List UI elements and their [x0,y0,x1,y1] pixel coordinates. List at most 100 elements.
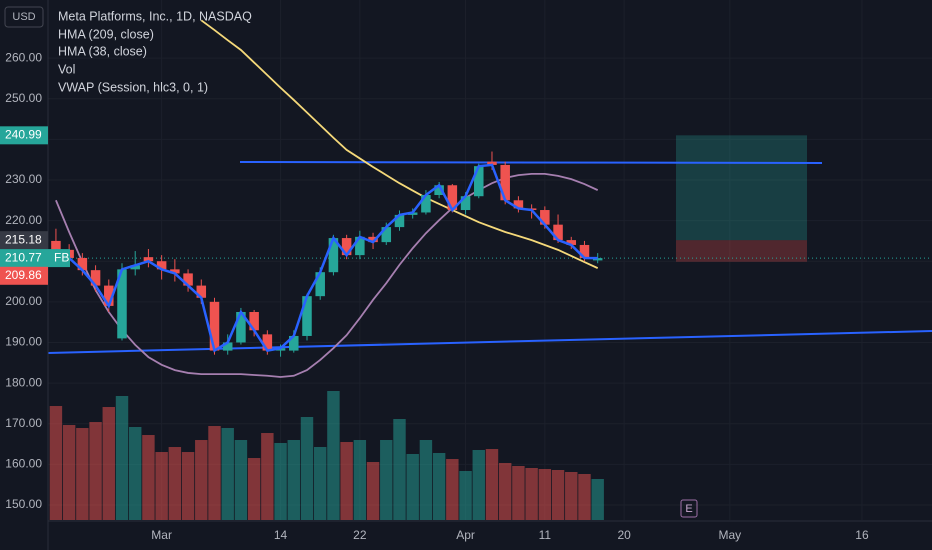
volume-bar [419,440,433,520]
candle-body [566,240,577,245]
candle-body [579,244,590,258]
candle-body [183,273,193,286]
candle-body [51,240,61,250]
legend-entry[interactable]: HMA (38, close) [58,44,147,58]
candle-body [90,270,101,286]
price-badge-label: 240.99 [5,127,42,141]
x-tick-label: Apr [456,528,475,542]
resistance-trendline[interactable] [239,161,823,164]
price-badge-label: 209.86 [5,268,42,282]
volume-bar [446,459,459,520]
volume-bar [565,472,578,520]
legend-entry[interactable]: Vol [58,62,75,76]
candle-body [196,285,207,298]
volume-bar [512,466,525,520]
price-badge [0,126,48,145]
candle-body [289,335,299,351]
price-badge-label: 210.77 [5,250,42,264]
volume-bar [287,440,300,520]
volume-bar [89,422,102,520]
volume-bar [313,447,327,520]
volume-bar [380,440,393,520]
candle-body [460,196,471,211]
y-tick-label: 170.00 [5,416,42,430]
y-tick-label: 190.00 [5,335,42,349]
candle-body [553,224,563,241]
legend-entry[interactable]: HMA (209, close) [58,27,154,41]
volume-bar [195,440,208,520]
volume-bar [432,453,446,520]
volume-bar [498,463,512,520]
y-tick-label: 250.00 [5,91,42,105]
volume-bar [472,450,485,520]
volume-bar [221,428,234,520]
volume-bar [353,440,367,520]
candle-body [421,195,431,213]
volume-bar [155,452,168,520]
legend-entry[interactable]: VWAP (Session, hlc3, 0, 1) [58,80,208,94]
candle-body [447,185,458,211]
volume-bar [393,419,406,520]
candle-body [434,185,444,195]
volume-bar [340,442,353,520]
support-trendline[interactable] [48,330,932,354]
y-tick-label: 260.00 [5,50,42,64]
candle-body [222,342,233,351]
price-badge [0,266,48,285]
candle-body [117,269,127,339]
chart-title: Meta Platforms, Inc., 1D, NASDAQ [58,9,252,23]
candle-body [315,272,325,297]
candle-body [302,296,312,336]
volume-bar [591,479,604,520]
y-tick-label: 150.00 [5,497,42,511]
volume-bar [459,471,472,520]
volume-bar [168,447,182,520]
volume-bar [274,443,287,520]
candle-body [394,214,405,228]
price-badge-label: 215.18 [5,232,42,246]
candle-body [487,161,497,165]
earnings-label: E [685,503,692,515]
price-badge [0,231,48,250]
price-badge [0,249,70,268]
close-line [55,163,598,353]
x-tick-label: 14 [274,528,288,542]
volume-bar [49,406,63,520]
volume-bar [115,396,129,520]
volume-bar [62,425,76,520]
earnings-marker[interactable] [680,499,698,518]
volume-bar [234,440,248,520]
candle-body [592,258,603,261]
indicator-line [200,19,599,269]
candle-body [130,265,140,270]
volume-bar [247,458,261,520]
candle-body [156,261,167,270]
volume-bar [327,391,340,520]
candle-body [474,166,484,197]
y-tick-label: 180.00 [5,375,42,389]
y-tick-label: 200.00 [5,294,42,308]
candle-body [500,164,510,201]
candle-body [143,257,154,262]
candle-body [104,285,114,306]
currency-box[interactable] [4,6,44,28]
candle-body [209,301,220,351]
candle-body [170,269,180,274]
candle-body [540,210,550,225]
y-tick-label: 220.00 [5,213,42,227]
volume-bar [406,454,419,520]
volume-bar [366,462,380,520]
candle-body [381,227,392,243]
volume-bar [76,428,89,520]
x-tick-label: 11 [539,528,552,542]
volume-bar [208,426,221,520]
candle-body [328,238,339,273]
candle-body [77,257,88,271]
volume-bar [485,449,499,520]
x-tick-label: May [718,528,741,542]
x-tick-label: 20 [617,528,631,542]
y-tick-label: 230.00 [5,172,42,186]
candle-body [236,312,246,343]
